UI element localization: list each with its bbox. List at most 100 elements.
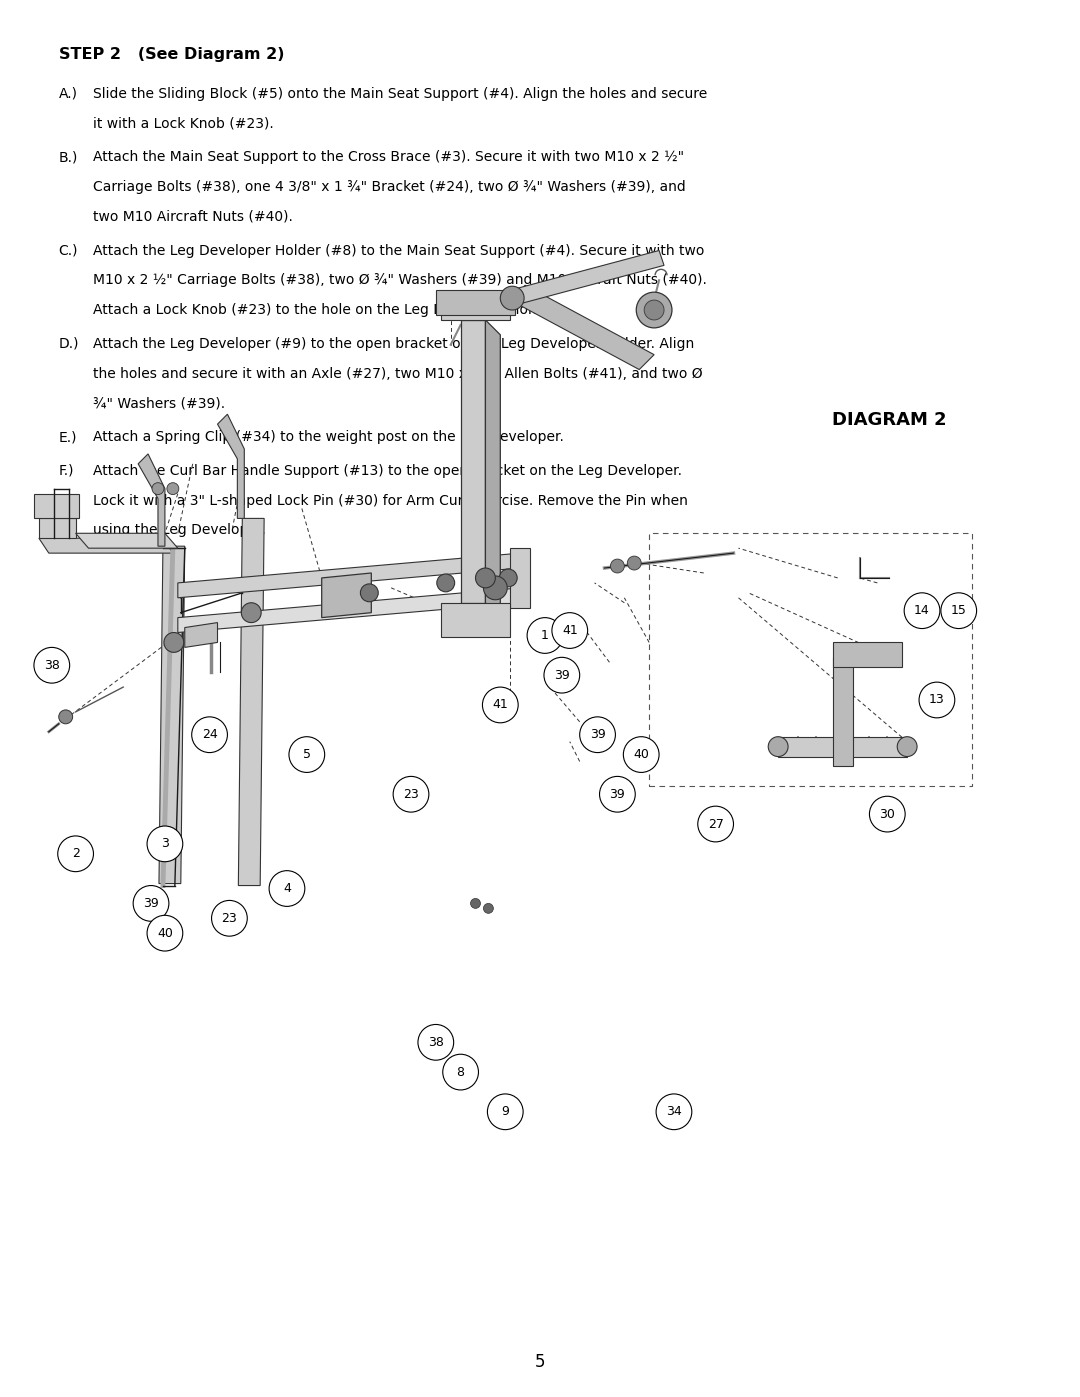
Text: Attach the Leg Developer Holder (#8) to the Main Seat Support (#4). Secure it wi: Attach the Leg Developer Holder (#8) to …	[94, 243, 705, 257]
Text: 41: 41	[562, 624, 578, 637]
Text: F.): F.)	[58, 464, 75, 478]
Polygon shape	[159, 546, 185, 883]
Polygon shape	[460, 320, 485, 602]
Text: C.): C.)	[58, 243, 78, 257]
Text: 2: 2	[71, 848, 80, 861]
Text: 24: 24	[202, 728, 217, 742]
Polygon shape	[178, 588, 521, 633]
Text: 40: 40	[157, 926, 173, 940]
Text: 40: 40	[633, 747, 649, 761]
Text: ¾" Washers (#39).: ¾" Washers (#39).	[94, 397, 226, 411]
Text: 15: 15	[950, 604, 967, 617]
Circle shape	[152, 921, 178, 946]
Polygon shape	[833, 658, 852, 767]
Text: 1: 1	[541, 629, 549, 643]
Text: it with a Lock Knob (#23).: it with a Lock Knob (#23).	[94, 116, 274, 130]
Circle shape	[192, 717, 228, 753]
Circle shape	[500, 286, 524, 310]
Circle shape	[904, 592, 940, 629]
Circle shape	[610, 559, 624, 573]
Text: 8: 8	[457, 1066, 464, 1078]
Polygon shape	[217, 415, 244, 518]
Circle shape	[418, 1024, 454, 1060]
Text: Attach the Leg Developer (#9) to the open bracket on the Leg Developer Holder. A: Attach the Leg Developer (#9) to the ope…	[94, 337, 694, 351]
Circle shape	[138, 890, 164, 916]
Circle shape	[768, 736, 788, 757]
Text: 9: 9	[501, 1105, 509, 1118]
Polygon shape	[510, 250, 664, 305]
Text: 14: 14	[914, 604, 930, 617]
Text: 38: 38	[44, 659, 59, 672]
Circle shape	[623, 736, 659, 773]
Circle shape	[164, 633, 184, 652]
Polygon shape	[510, 285, 654, 370]
Circle shape	[656, 1094, 692, 1130]
Circle shape	[698, 806, 733, 842]
Text: 39: 39	[609, 788, 625, 800]
Text: M10 x 2 ½" Carriage Bolts (#38), two Ø ¾" Washers (#39) and M10 Aircraft Nuts (#: M10 x 2 ½" Carriage Bolts (#38), two Ø ¾…	[94, 274, 707, 288]
Circle shape	[483, 687, 518, 722]
Text: B.): B.)	[58, 151, 78, 165]
Circle shape	[58, 710, 72, 724]
Circle shape	[436, 574, 455, 592]
Text: Lock it with a 3" L-shaped Lock Pin (#30) for Arm Curl exercise. Remove the Pin : Lock it with a 3" L-shaped Lock Pin (#30…	[94, 493, 688, 507]
Polygon shape	[76, 534, 178, 548]
Text: 5: 5	[302, 747, 311, 761]
Circle shape	[499, 569, 517, 587]
Text: 13: 13	[929, 693, 945, 707]
Circle shape	[361, 584, 378, 602]
Text: 23: 23	[221, 912, 238, 925]
Text: 5: 5	[535, 1352, 545, 1370]
Text: 39: 39	[144, 897, 159, 909]
Circle shape	[487, 1094, 523, 1130]
Circle shape	[897, 736, 917, 757]
Text: E.): E.)	[58, 430, 78, 444]
Text: 23: 23	[403, 788, 419, 800]
Circle shape	[552, 613, 588, 648]
Text: 39: 39	[554, 669, 570, 682]
Text: Carriage Bolts (#38), one 4 3/8" x 1 ¾" Bracket (#24), two Ø ¾" Washers (#39), a: Carriage Bolts (#38), one 4 3/8" x 1 ¾" …	[94, 180, 686, 194]
Circle shape	[33, 647, 69, 683]
Polygon shape	[510, 548, 530, 608]
Circle shape	[212, 901, 247, 936]
Text: Slide the Sliding Block (#5) onto the Main Seat Support (#4). Align the holes an: Slide the Sliding Block (#5) onto the Ma…	[94, 87, 707, 101]
Text: Attach a Lock Knob (#23) to the hole on the Leg Developer Holder.: Attach a Lock Knob (#23) to the hole on …	[94, 303, 558, 317]
Circle shape	[484, 576, 508, 599]
Text: 4: 4	[283, 882, 291, 895]
Polygon shape	[39, 518, 76, 538]
Circle shape	[471, 898, 481, 908]
Text: 30: 30	[879, 807, 895, 820]
Circle shape	[289, 736, 325, 773]
Polygon shape	[185, 623, 217, 647]
Text: STEP 2   (See Diagram 2): STEP 2 (See Diagram 2)	[58, 47, 284, 61]
Polygon shape	[239, 518, 265, 886]
Polygon shape	[441, 602, 510, 637]
Text: D.): D.)	[58, 337, 79, 351]
Circle shape	[484, 904, 494, 914]
Circle shape	[627, 556, 642, 570]
Text: Attach the Main Seat Support to the Cross Brace (#3). Secure it with two M10 x 2: Attach the Main Seat Support to the Cros…	[94, 151, 685, 165]
Circle shape	[580, 717, 616, 753]
Circle shape	[636, 292, 672, 328]
Circle shape	[145, 897, 157, 909]
Polygon shape	[39, 538, 173, 553]
Polygon shape	[322, 573, 372, 617]
Text: two M10 Aircraft Nuts (#40).: two M10 Aircraft Nuts (#40).	[94, 210, 294, 224]
Circle shape	[544, 658, 580, 693]
Text: DIAGRAM 2: DIAGRAM 2	[833, 411, 947, 429]
Circle shape	[869, 796, 905, 833]
Polygon shape	[779, 736, 907, 757]
Text: the holes and secure it with an Axle (#27), two M10 x 5/8" Allen Bolts (#41), an: the holes and secure it with an Axle (#2…	[94, 366, 703, 380]
Circle shape	[57, 835, 94, 872]
Circle shape	[644, 300, 664, 320]
Text: 3: 3	[161, 837, 168, 851]
Text: using the Leg Developer.: using the Leg Developer.	[94, 524, 267, 538]
Circle shape	[241, 602, 261, 623]
Circle shape	[443, 1055, 478, 1090]
Polygon shape	[178, 553, 521, 598]
Circle shape	[919, 682, 955, 718]
Polygon shape	[833, 643, 902, 668]
Circle shape	[167, 483, 179, 495]
Text: 38: 38	[428, 1035, 444, 1049]
Text: 41: 41	[492, 698, 509, 711]
